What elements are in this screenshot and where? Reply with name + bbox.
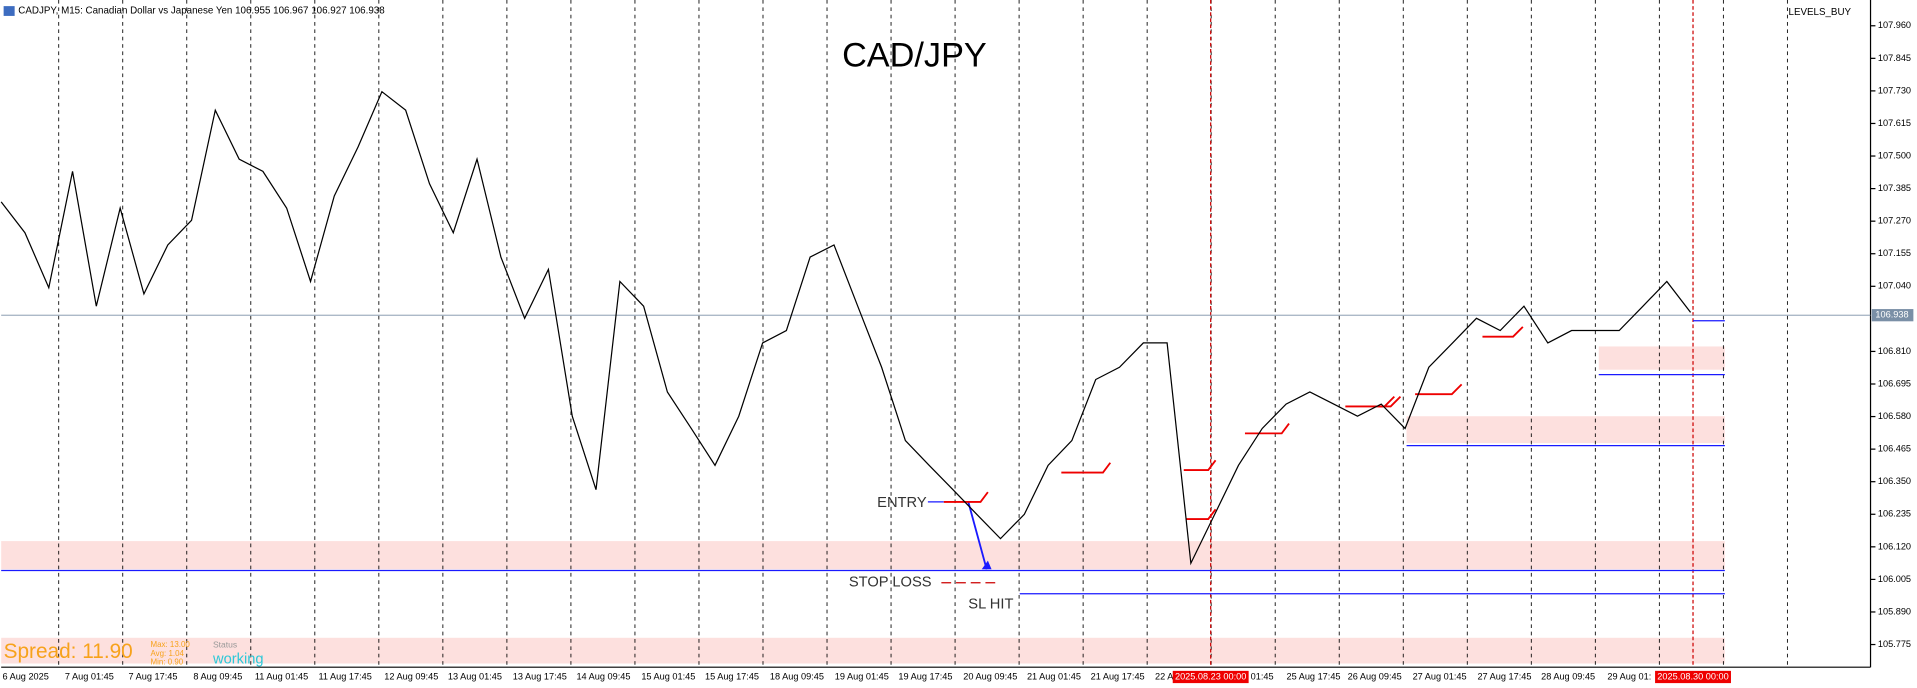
time-label: 11 Aug 17:45 (318, 671, 371, 681)
current-price: 106.938 (1875, 310, 1908, 320)
status-label: Status (213, 639, 237, 649)
time-label: 25 Aug 17:45 (1286, 671, 1340, 681)
y-tick-label: 106.235 (1878, 509, 1911, 519)
time-label: 21 Aug 17:45 (1091, 671, 1145, 681)
entry-label: ENTRY (877, 495, 927, 511)
y-tick-label: 107.960 (1878, 20, 1911, 30)
y-tick-label: 105.890 (1878, 606, 1911, 616)
y-tick-label: 106.120 (1878, 541, 1911, 551)
marker-box (1655, 670, 1731, 684)
marker-label: 2025.08.30 00:00 (1657, 671, 1728, 681)
time-label: 7 Aug 17:45 (128, 671, 177, 681)
time-label: 14 Aug 09:45 (576, 671, 630, 681)
time-label: 15 Aug 17:45 (705, 671, 759, 681)
y-tick-label: 106.465 (1878, 444, 1911, 454)
price-box (1871, 309, 1914, 322)
time-label: 27 Aug 17:45 (1477, 671, 1531, 681)
y-tick-label: 106.810 (1878, 346, 1911, 356)
time-label: 29 Aug 01: (1607, 671, 1651, 681)
time-label: 21 Aug 01:45 (1027, 671, 1081, 681)
y-tick-label: 107.730 (1878, 85, 1911, 95)
y-tick-label: 107.385 (1878, 183, 1911, 193)
time-label: 11 Aug 01:45 (255, 671, 308, 681)
time-label: 26 Aug 09:45 (1348, 671, 1402, 681)
y-tick-label: 106.350 (1878, 476, 1911, 486)
time-label: 22 A (1155, 671, 1174, 681)
time-label: 01:45 (1251, 671, 1274, 681)
status: working (212, 652, 264, 668)
chart-title: CAD/JPY (842, 37, 987, 75)
indicator-name: LEVELS_BUY (1789, 7, 1852, 18)
sl-hit-label: SL HIT (968, 597, 1013, 613)
spread-max: Max: 13.00 (151, 640, 191, 649)
spread-avg: Avg: 1.04 (151, 649, 185, 658)
y-tick-label: 106.580 (1878, 411, 1911, 421)
y-tick-label: 106.695 (1878, 378, 1911, 388)
time-label: 13 Aug 17:45 (513, 671, 567, 681)
price-line (0, 90, 1692, 566)
time-label: 18 Aug 09:45 (770, 671, 824, 681)
time-label: 19 Aug 17:45 (898, 671, 952, 681)
time-label: 13 Aug 01:45 (448, 671, 502, 681)
stop-loss-label: STOP LOSS (849, 575, 932, 591)
time-label: 12 Aug 09:45 (384, 671, 438, 681)
time-label: 19 Aug 01:45 (835, 671, 889, 681)
y-tick-label: 107.270 (1878, 216, 1911, 226)
y-tick-label: 107.615 (1878, 118, 1911, 128)
icon (3, 6, 15, 16)
spread: Spread: 11.90 (4, 640, 133, 663)
time-label: 7 Aug 01:45 (65, 671, 114, 681)
y-tick-label: 107.040 (1878, 281, 1911, 291)
y-tick-label: 105.775 (1878, 639, 1911, 649)
time-label: 8 Aug 09:45 (193, 671, 242, 681)
y-tick-label: 107.500 (1878, 150, 1911, 160)
marker-box (1172, 670, 1249, 684)
y-tick-label: 106.005 (1878, 574, 1911, 584)
marker-label: 2025.08.23 00:00 (1175, 671, 1246, 681)
y-tick-label: 107.155 (1878, 248, 1911, 258)
time-label: 27 Aug 01:45 (1413, 671, 1467, 681)
time-label: 28 Aug 09:45 (1541, 671, 1595, 681)
time-label: 20 Aug 09:45 (963, 671, 1017, 681)
spread-min: Min: 0.90 (151, 657, 184, 666)
time-label: 15 Aug 01:45 (641, 671, 695, 681)
time-label: 6 Aug 2025 (2, 671, 48, 681)
symbol-line: CADJPY, M15: Canadian Dollar vs Japanese… (18, 6, 385, 17)
y-tick-label: 107.845 (1878, 53, 1911, 63)
